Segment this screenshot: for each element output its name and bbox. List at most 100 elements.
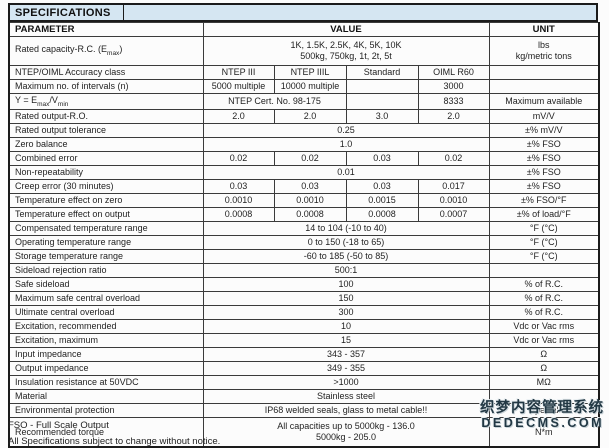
unit-cell: Ω (488, 361, 600, 377)
unit-cell (488, 79, 600, 94)
unit-cell: °F (°C) (488, 221, 600, 237)
parameter-cell: Rated output tolerance (8, 123, 204, 139)
parameter-cell: Maximum safe central overload (8, 291, 204, 307)
value-cell: 343 - 357 (202, 347, 490, 363)
unit-cell: % of R.C. (488, 305, 600, 321)
unit-cell (488, 263, 600, 279)
unit-cell: ±% FSO (488, 137, 600, 153)
unit-cell: Maximum available (488, 92, 600, 111)
value-cell: OIML R60 (417, 65, 490, 80)
value-cell: -60 to 185 (-50 to 85) (202, 249, 490, 265)
table-row: NTEP/OIML Accuracy class NTEP III NTEP III… (8, 65, 600, 80)
value-cell: 0.25 (202, 123, 490, 139)
table-row: Ultimate central overload 300% of R.C. (8, 305, 600, 321)
parameter-cell: Temperature effect on output (8, 207, 204, 223)
unit-cell: °F (°C) (488, 249, 600, 265)
header-row: PARAMETER VALUE UNIT (8, 22, 600, 37)
table-row: Insulation resistance at 50VDC >1000 MΩ (8, 375, 600, 391)
value-cell: 3000 (417, 79, 490, 94)
value-cell: 10000 multiple (273, 79, 347, 94)
value-cell: NTEP III (202, 65, 275, 80)
unit-cell: ±% mV/V (488, 123, 600, 139)
value-cell: 100 (202, 277, 490, 293)
value-cell: 0.03 (273, 179, 347, 195)
value-cell: 0.02 (273, 151, 347, 167)
value-cell: 0.0008 (273, 207, 347, 223)
value-cell: 349 - 355 (202, 361, 490, 377)
unit-cell: mV/V (488, 109, 600, 125)
unit-cell: ±% of load/°F (488, 207, 600, 223)
value-cell: 0.02 (202, 151, 275, 167)
table-row: Rated output tolerance 0.25 ±% mV/V (8, 123, 600, 139)
table-row: Creep error (30 minutes) 0.03 0.03 0.03 0.01… (8, 179, 600, 195)
value-cell: 1K, 1.5K, 2.5K, 4K, 5K, 10K 500kg, 750kg… (202, 36, 490, 66)
spec-sheet: SPECIFICATIONS PARAMETER VALUE UNIT Rate… (8, 3, 600, 448)
value-cell: 0.01 (202, 165, 490, 181)
parameter-cell: Input impedance (8, 347, 204, 363)
value-cell: 0.0010 (273, 193, 347, 209)
unit-cell: lbs kg/metric tons (488, 36, 600, 66)
value-cell: 300 (202, 305, 490, 321)
unit-cell: % of R.C. (488, 291, 600, 307)
unit-cell: Special (488, 403, 600, 419)
table-row: Operating temperature range 0 to 150 (-18… (8, 235, 600, 251)
table-row: Maximum no. of intervals (n) 5000 multipl… (8, 79, 600, 94)
title-bar: SPECIFICATIONS (8, 3, 598, 22)
unit-cell: Vdc or Vac rms (488, 319, 600, 335)
parameter-cell: Storage temperature range (8, 249, 204, 265)
table-row: Non-repeatability 0.01 ±% FSO (8, 165, 600, 181)
table-row: Temperature effect on zero 0.0010 0.0010 0.… (8, 193, 600, 209)
unit-cell: % of R.C. (488, 277, 600, 293)
parameter-cell: Non-repeatability (8, 165, 204, 181)
unit-cell: Vdc or Vac rms (488, 333, 600, 349)
parameter-cell: Compensated temperature range (8, 221, 204, 237)
value-cell: 8333 (417, 92, 490, 111)
parameter-cell: Recommended torque (8, 417, 204, 448)
column-header-parameter: PARAMETER (8, 22, 204, 37)
table-row: Input impedance 343 - 357 Ω (8, 347, 600, 363)
parameter-cell: Ultimate central overload (8, 305, 204, 321)
value-cell: 150 (202, 291, 490, 307)
parameter-cell: Y = Emax/Vmin (8, 92, 204, 111)
parameter-cell: Rated output-R.O. (8, 109, 204, 125)
table-row: Zero balance 1.0 ±% FSO (8, 137, 600, 153)
parameter-cell: Safe sideload (8, 277, 204, 293)
value-cell: 10 (202, 319, 490, 335)
parameter-cell: Material (8, 389, 204, 405)
value-cell: 0.02 (417, 151, 490, 167)
footnote-fso: FSO - Full Scale Output (8, 420, 109, 431)
unit-cell: ±% FSO (488, 151, 600, 167)
spec-table: PARAMETER VALUE UNIT Rated capacity-R.C.… (8, 22, 600, 448)
value-cell: 3.0 (345, 109, 419, 125)
value-cell: 2.0 (273, 109, 347, 125)
unit-cell: ±% FSO/°F (488, 193, 600, 209)
value-cell: IP68 welded seals, glass to metal cable!… (202, 403, 490, 419)
value-cell: 0.0010 (417, 193, 490, 209)
unit-cell: MΩ (488, 375, 600, 391)
parameter-cell: Insulation resistance at 50VDC (8, 375, 204, 391)
value-cell: 1.0 (202, 137, 490, 153)
table-row: Excitation, recommended 10 Vdc or Vac rms (8, 319, 600, 335)
column-header-unit: UNIT (488, 22, 600, 37)
unit-cell: Ω (488, 347, 600, 363)
value-cell: Standard (345, 65, 419, 80)
spec-table-body: Rated capacity-R.C. (Emax) 1K, 1.5K, 2.5K… (8, 36, 600, 448)
parameter-cell: Temperature effect on zero (8, 193, 204, 209)
unit-cell: °F (°C) (488, 235, 600, 251)
value-cell: 0.017 (417, 179, 490, 195)
value-cell: 2.0 (417, 109, 490, 125)
value-cell: Stainless steel (202, 389, 490, 405)
watermark: 织梦内容管理系统 DEDECMS.COM (480, 400, 604, 430)
value-cell: 0.0015 (345, 193, 419, 209)
parameter-cell: Creep error (30 minutes) (8, 179, 204, 195)
value-cell: 0.0007 (417, 207, 490, 223)
value-cell: 0.03 (345, 151, 419, 167)
unit-cell: ±% FSO (488, 179, 600, 195)
value-cell: 0.03 (202, 179, 275, 195)
parameter-cell: Excitation, recommended (8, 319, 204, 335)
table-row: Rated capacity-R.C. (Emax) 1K, 1.5K, 2.5K… (8, 36, 600, 66)
table-row: Sideload rejection ratio 500:1 (8, 263, 600, 279)
parameter-cell: Output impedance (8, 361, 204, 377)
parameter-cell: Sideload rejection ratio (8, 263, 204, 279)
value-cell: NTEP Cert. No. 98-175 (202, 92, 347, 111)
